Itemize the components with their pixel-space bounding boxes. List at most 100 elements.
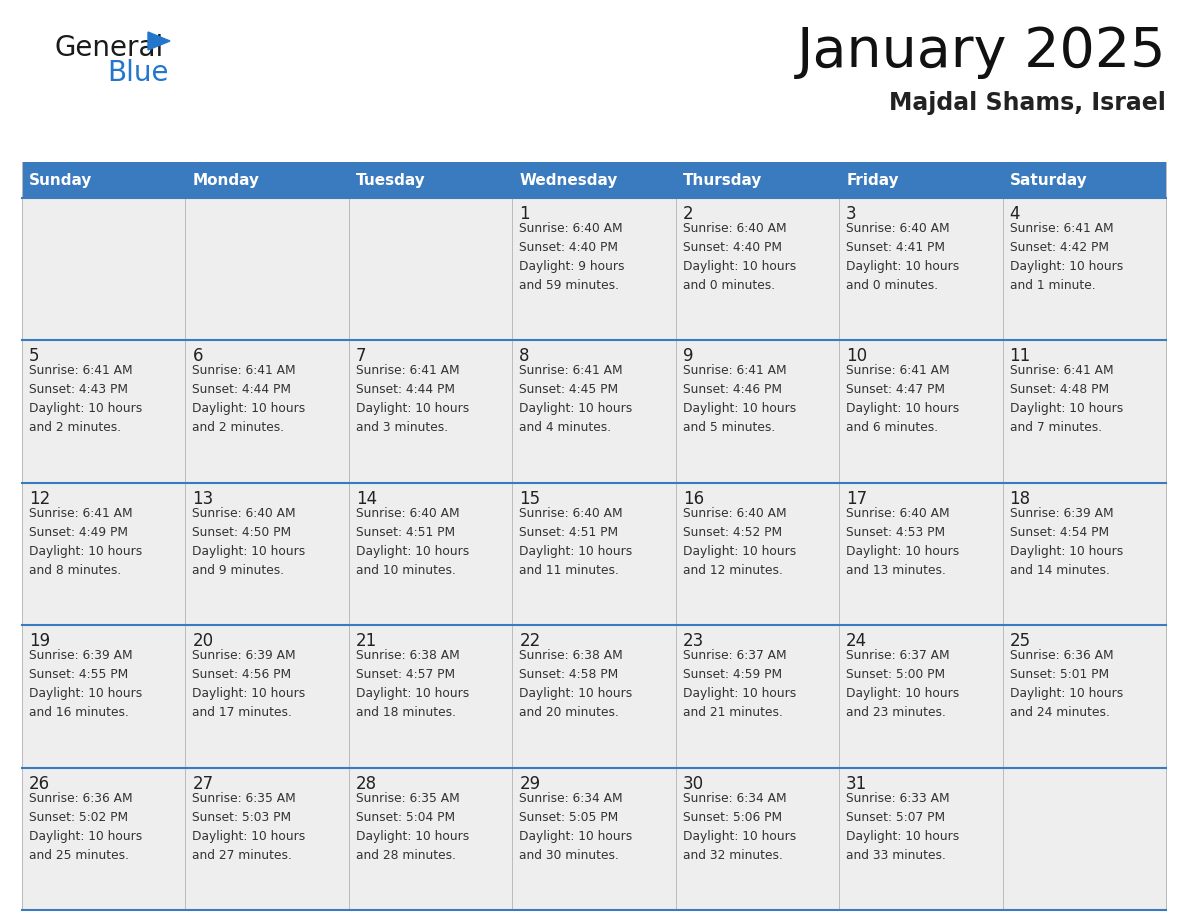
Text: 3: 3 [846,205,857,223]
Text: Sunrise: 6:39 AM
Sunset: 4:56 PM
Daylight: 10 hours
and 17 minutes.: Sunrise: 6:39 AM Sunset: 4:56 PM Dayligh… [192,649,305,719]
Text: 13: 13 [192,490,214,508]
Bar [512,162,676,198]
Bar [349,341,512,483]
Text: 10: 10 [846,347,867,365]
Text: 27: 27 [192,775,214,792]
Text: Monday: Monday [192,173,259,187]
Bar [185,483,349,625]
Text: 18: 18 [1010,490,1031,508]
Text: 31: 31 [846,775,867,792]
Text: 8: 8 [519,347,530,365]
Text: Sunrise: 6:35 AM
Sunset: 5:03 PM
Daylight: 10 hours
and 27 minutes.: Sunrise: 6:35 AM Sunset: 5:03 PM Dayligh… [192,791,305,862]
Bar [676,341,839,483]
Bar [512,625,676,767]
Text: Sunrise: 6:34 AM
Sunset: 5:05 PM
Daylight: 10 hours
and 30 minutes.: Sunrise: 6:34 AM Sunset: 5:05 PM Dayligh… [519,791,632,862]
Text: 30: 30 [683,775,703,792]
Bar [349,767,512,910]
Bar [1003,162,1165,198]
Bar [512,341,676,483]
Text: 24: 24 [846,633,867,650]
Bar [185,625,349,767]
Text: 29: 29 [519,775,541,792]
Text: 12: 12 [29,490,50,508]
Text: Sunrise: 6:41 AM
Sunset: 4:43 PM
Daylight: 10 hours
and 2 minutes.: Sunrise: 6:41 AM Sunset: 4:43 PM Dayligh… [29,364,143,434]
Text: Wednesday: Wednesday [519,173,618,187]
Text: Sunrise: 6:33 AM
Sunset: 5:07 PM
Daylight: 10 hours
and 33 minutes.: Sunrise: 6:33 AM Sunset: 5:07 PM Dayligh… [846,791,960,862]
Text: Sunrise: 6:41 AM
Sunset: 4:42 PM
Daylight: 10 hours
and 1 minute.: Sunrise: 6:41 AM Sunset: 4:42 PM Dayligh… [1010,222,1123,292]
Bar [676,483,839,625]
Text: Friday: Friday [846,173,899,187]
Bar [839,162,1003,198]
Text: Saturday: Saturday [1010,173,1087,187]
Text: 26: 26 [29,775,50,792]
Text: Sunrise: 6:41 AM
Sunset: 4:48 PM
Daylight: 10 hours
and 7 minutes.: Sunrise: 6:41 AM Sunset: 4:48 PM Dayligh… [1010,364,1123,434]
Bar [23,767,185,910]
Text: 14: 14 [356,490,377,508]
Polygon shape [148,32,170,50]
Text: 20: 20 [192,633,214,650]
Text: Sunrise: 6:41 AM
Sunset: 4:47 PM
Daylight: 10 hours
and 6 minutes.: Sunrise: 6:41 AM Sunset: 4:47 PM Dayligh… [846,364,960,434]
Text: Sunrise: 6:40 AM
Sunset: 4:40 PM
Daylight: 10 hours
and 0 minutes.: Sunrise: 6:40 AM Sunset: 4:40 PM Dayligh… [683,222,796,292]
Bar [676,198,839,341]
Text: Sunrise: 6:40 AM
Sunset: 4:51 PM
Daylight: 10 hours
and 11 minutes.: Sunrise: 6:40 AM Sunset: 4:51 PM Dayligh… [519,507,632,577]
Text: Sunrise: 6:35 AM
Sunset: 5:04 PM
Daylight: 10 hours
and 28 minutes.: Sunrise: 6:35 AM Sunset: 5:04 PM Dayligh… [356,791,469,862]
Text: 25: 25 [1010,633,1031,650]
Bar [23,198,185,341]
Bar [23,341,185,483]
Text: Sunrise: 6:40 AM
Sunset: 4:41 PM
Daylight: 10 hours
and 0 minutes.: Sunrise: 6:40 AM Sunset: 4:41 PM Dayligh… [846,222,960,292]
Text: 16: 16 [683,490,703,508]
Text: Sunrise: 6:37 AM
Sunset: 4:59 PM
Daylight: 10 hours
and 21 minutes.: Sunrise: 6:37 AM Sunset: 4:59 PM Dayligh… [683,649,796,719]
Bar [349,198,512,341]
Bar [839,198,1003,341]
Text: January 2025: January 2025 [796,25,1165,79]
Text: Sunrise: 6:36 AM
Sunset: 5:01 PM
Daylight: 10 hours
and 24 minutes.: Sunrise: 6:36 AM Sunset: 5:01 PM Dayligh… [1010,649,1123,719]
Bar [349,162,512,198]
Bar [185,767,349,910]
Text: Sunrise: 6:36 AM
Sunset: 5:02 PM
Daylight: 10 hours
and 25 minutes.: Sunrise: 6:36 AM Sunset: 5:02 PM Dayligh… [29,791,143,862]
Text: 22: 22 [519,633,541,650]
Bar [185,341,349,483]
Bar [512,767,676,910]
Text: Sunrise: 6:41 AM
Sunset: 4:44 PM
Daylight: 10 hours
and 3 minutes.: Sunrise: 6:41 AM Sunset: 4:44 PM Dayligh… [356,364,469,434]
Text: 28: 28 [356,775,377,792]
Bar [839,767,1003,910]
Bar [676,625,839,767]
Text: 15: 15 [519,490,541,508]
Text: Sunrise: 6:40 AM
Sunset: 4:51 PM
Daylight: 10 hours
and 10 minutes.: Sunrise: 6:40 AM Sunset: 4:51 PM Dayligh… [356,507,469,577]
Text: Sunrise: 6:40 AM
Sunset: 4:50 PM
Daylight: 10 hours
and 9 minutes.: Sunrise: 6:40 AM Sunset: 4:50 PM Dayligh… [192,507,305,577]
Bar [676,767,839,910]
Text: 23: 23 [683,633,704,650]
Text: 7: 7 [356,347,366,365]
Bar [23,162,185,198]
Text: Sunrise: 6:41 AM
Sunset: 4:49 PM
Daylight: 10 hours
and 8 minutes.: Sunrise: 6:41 AM Sunset: 4:49 PM Dayligh… [29,507,143,577]
Text: 2: 2 [683,205,694,223]
Text: 17: 17 [846,490,867,508]
Text: General: General [55,34,164,62]
Text: Blue: Blue [107,59,169,87]
Text: 19: 19 [29,633,50,650]
Text: 6: 6 [192,347,203,365]
Text: Sunrise: 6:39 AM
Sunset: 4:54 PM
Daylight: 10 hours
and 14 minutes.: Sunrise: 6:39 AM Sunset: 4:54 PM Dayligh… [1010,507,1123,577]
Text: Sunrise: 6:40 AM
Sunset: 4:52 PM
Daylight: 10 hours
and 12 minutes.: Sunrise: 6:40 AM Sunset: 4:52 PM Dayligh… [683,507,796,577]
Text: Sunrise: 6:41 AM
Sunset: 4:45 PM
Daylight: 10 hours
and 4 minutes.: Sunrise: 6:41 AM Sunset: 4:45 PM Dayligh… [519,364,632,434]
Bar [185,162,349,198]
Bar [1003,767,1165,910]
Bar [1003,341,1165,483]
Bar [23,483,185,625]
Bar [349,625,512,767]
Bar [839,483,1003,625]
Text: Sunrise: 6:39 AM
Sunset: 4:55 PM
Daylight: 10 hours
and 16 minutes.: Sunrise: 6:39 AM Sunset: 4:55 PM Dayligh… [29,649,143,719]
Text: 21: 21 [356,633,377,650]
Bar [349,483,512,625]
Bar [512,483,676,625]
Text: Sunrise: 6:38 AM
Sunset: 4:57 PM
Daylight: 10 hours
and 18 minutes.: Sunrise: 6:38 AM Sunset: 4:57 PM Dayligh… [356,649,469,719]
Bar [23,625,185,767]
Bar [839,625,1003,767]
Text: Sunrise: 6:38 AM
Sunset: 4:58 PM
Daylight: 10 hours
and 20 minutes.: Sunrise: 6:38 AM Sunset: 4:58 PM Dayligh… [519,649,632,719]
Text: 1: 1 [519,205,530,223]
Text: Sunday: Sunday [29,173,93,187]
Text: Majdal Shams, Israel: Majdal Shams, Israel [889,91,1165,115]
Bar [1003,625,1165,767]
Text: Sunrise: 6:40 AM
Sunset: 4:40 PM
Daylight: 9 hours
and 59 minutes.: Sunrise: 6:40 AM Sunset: 4:40 PM Dayligh… [519,222,625,292]
Text: Thursday: Thursday [683,173,762,187]
